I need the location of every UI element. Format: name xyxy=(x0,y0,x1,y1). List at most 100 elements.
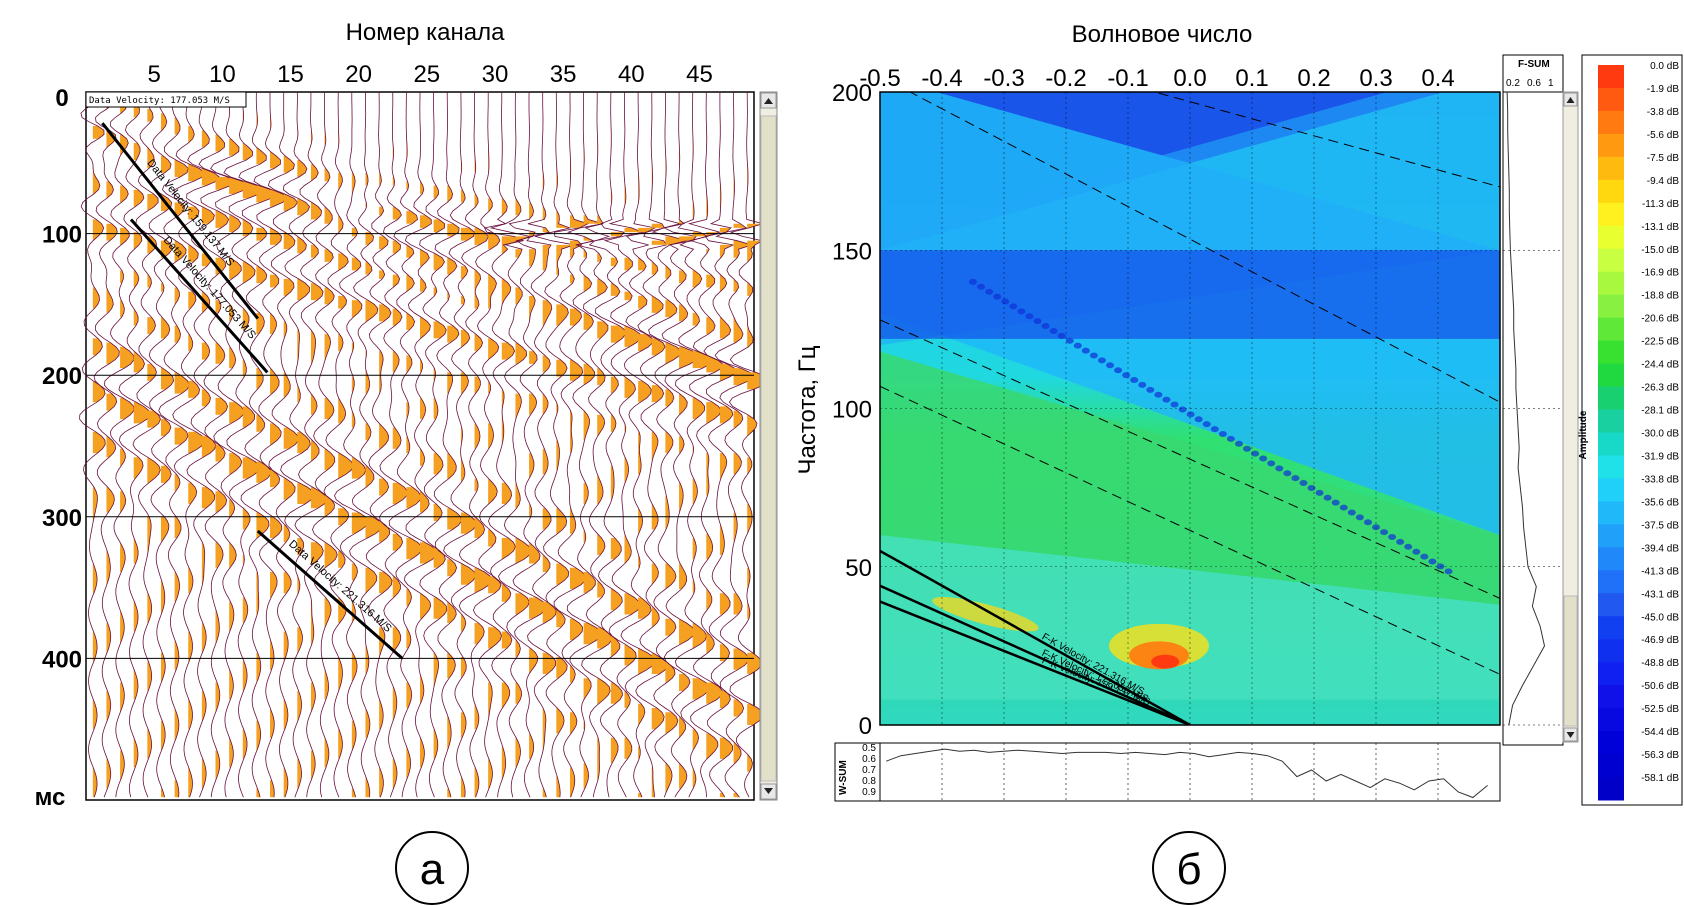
trace-positive-fill xyxy=(624,257,633,271)
trace-positive-fill xyxy=(556,563,569,585)
trace-positive-fill xyxy=(679,236,697,241)
trace-positive-fill xyxy=(147,147,155,169)
trace-positive-fill xyxy=(310,164,319,182)
trace-positive-fill xyxy=(215,134,225,152)
trace-positive-fill xyxy=(106,130,117,148)
trace-positive-fill xyxy=(719,525,725,556)
trace-positive-fill xyxy=(229,138,239,156)
trace-positive-fill xyxy=(638,508,643,534)
trace-positive-fill xyxy=(638,597,652,619)
colorbar-label: -43.1 dB xyxy=(1641,589,1679,600)
trace-positive-fill xyxy=(542,393,549,415)
heatmap-speckle xyxy=(1106,362,1115,369)
panel-b-scrollbar[interactable] xyxy=(1562,91,1579,743)
fsum-tick: 1 xyxy=(1548,78,1554,89)
trace-positive-fill xyxy=(542,448,549,475)
heatmap-speckle xyxy=(1186,411,1195,418)
colorbar-swatch xyxy=(1598,639,1624,663)
y-tick-label: 200 xyxy=(42,363,82,390)
panel-a-x-ticks: 5 10 15 20 25 30 35 40 45 xyxy=(147,61,712,88)
seismic-trace xyxy=(533,92,576,798)
panel-b-title: Волновое число xyxy=(1072,21,1253,48)
colorbar-swatch xyxy=(1598,363,1624,388)
colorbar-label: -58.1 dB xyxy=(1641,773,1679,784)
trace-positive-fill xyxy=(651,223,665,228)
heatmap-speckle xyxy=(1138,381,1147,388)
trace-positive-fill xyxy=(638,431,642,475)
trace-positive-fill xyxy=(174,639,179,670)
heatmap-speckle xyxy=(1444,568,1453,575)
trace-positive-fill xyxy=(160,240,173,258)
trace-positive-fill xyxy=(420,181,424,194)
trace-positive-fill xyxy=(310,329,316,364)
trace-positive-fill xyxy=(406,312,415,330)
colorbar-title: Amplitude xyxy=(1578,410,1589,459)
trace-positive-fill xyxy=(719,244,734,258)
trace-positive-fill xyxy=(638,648,656,674)
trace-positive-fill xyxy=(733,648,749,670)
trace-positive-fill xyxy=(229,346,236,369)
heatmap-speckle xyxy=(1396,538,1405,545)
trace-positive-fill xyxy=(365,775,370,798)
fsum-tick: 0.2 xyxy=(1506,78,1520,89)
trace-positive-fill xyxy=(133,402,151,424)
colorbar-label: -26.3 dB xyxy=(1641,383,1679,394)
trace-positive-fill xyxy=(515,538,532,564)
trace-positive-fill xyxy=(679,716,686,738)
trace-positive-fill xyxy=(747,504,753,534)
trace-positive-fill xyxy=(270,707,275,738)
y-tick-label: 150 xyxy=(832,238,872,265)
velocity-picking-line xyxy=(256,529,404,660)
heatmap-hotspot xyxy=(932,597,1039,632)
trace-positive-fill xyxy=(488,627,502,649)
panel-a-y-ticks: 0 100 200 300 400 xyxy=(42,85,82,673)
colorbar-swatch xyxy=(1598,179,1624,204)
trace-positive-fill xyxy=(406,244,414,258)
trace-positive-fill xyxy=(201,206,215,224)
heatmap-speckle xyxy=(1307,484,1316,491)
trace-positive-fill xyxy=(133,351,145,373)
seismic-trace xyxy=(379,91,408,798)
trace-positive-fill xyxy=(283,631,289,662)
y-tick-label: 300 xyxy=(42,505,82,532)
trace-positive-fill xyxy=(215,342,225,364)
trace-positive-fill xyxy=(133,232,142,250)
trace-positive-fill xyxy=(665,495,670,530)
seismic-trace xyxy=(118,91,151,798)
trace-positive-fill xyxy=(256,312,265,335)
colorbar-swatch xyxy=(1598,754,1624,778)
colorbar-label: -1.9 dB xyxy=(1647,84,1680,95)
seismic-trace xyxy=(674,92,713,798)
seismic-trace xyxy=(566,92,604,798)
panel-a-scroll-thumb[interactable] xyxy=(760,115,777,782)
panel-b-scroll-thumb[interactable] xyxy=(1563,595,1578,727)
trace-positive-fill xyxy=(147,193,159,211)
trace-positive-fill xyxy=(638,227,655,233)
trace-positive-fill xyxy=(406,538,422,560)
trace-positive-fill xyxy=(310,542,324,564)
trace-positive-fill xyxy=(542,601,557,623)
heatmap-speckle xyxy=(1412,548,1421,555)
trace-positive-fill xyxy=(283,572,292,594)
trace-positive-fill xyxy=(747,240,763,262)
y-tick-label: 200 xyxy=(832,80,872,107)
trace-positive-fill xyxy=(679,482,684,513)
heatmap-speckle xyxy=(1146,386,1155,393)
wsum-tick: 0.5 xyxy=(862,743,876,754)
trace-positive-fill xyxy=(338,453,354,479)
trace-positive-fill xyxy=(92,767,98,798)
seismic-trace xyxy=(433,91,462,798)
trace-positive-fill xyxy=(351,601,356,623)
trace-positive-fill xyxy=(665,712,678,734)
trace-positive-fill xyxy=(270,227,282,245)
seismic-trace xyxy=(526,92,557,798)
trace-positive-fill xyxy=(651,295,664,313)
heatmap-speckle xyxy=(1404,543,1413,550)
heatmap-speckle xyxy=(1363,519,1372,526)
heatmap-speckle xyxy=(977,283,986,290)
trace-positive-fill xyxy=(529,351,538,364)
trace-positive-fill xyxy=(433,597,447,619)
trace-positive-fill xyxy=(679,436,685,454)
trace-positive-fill xyxy=(447,559,457,577)
trace-positive-fill xyxy=(529,393,537,415)
